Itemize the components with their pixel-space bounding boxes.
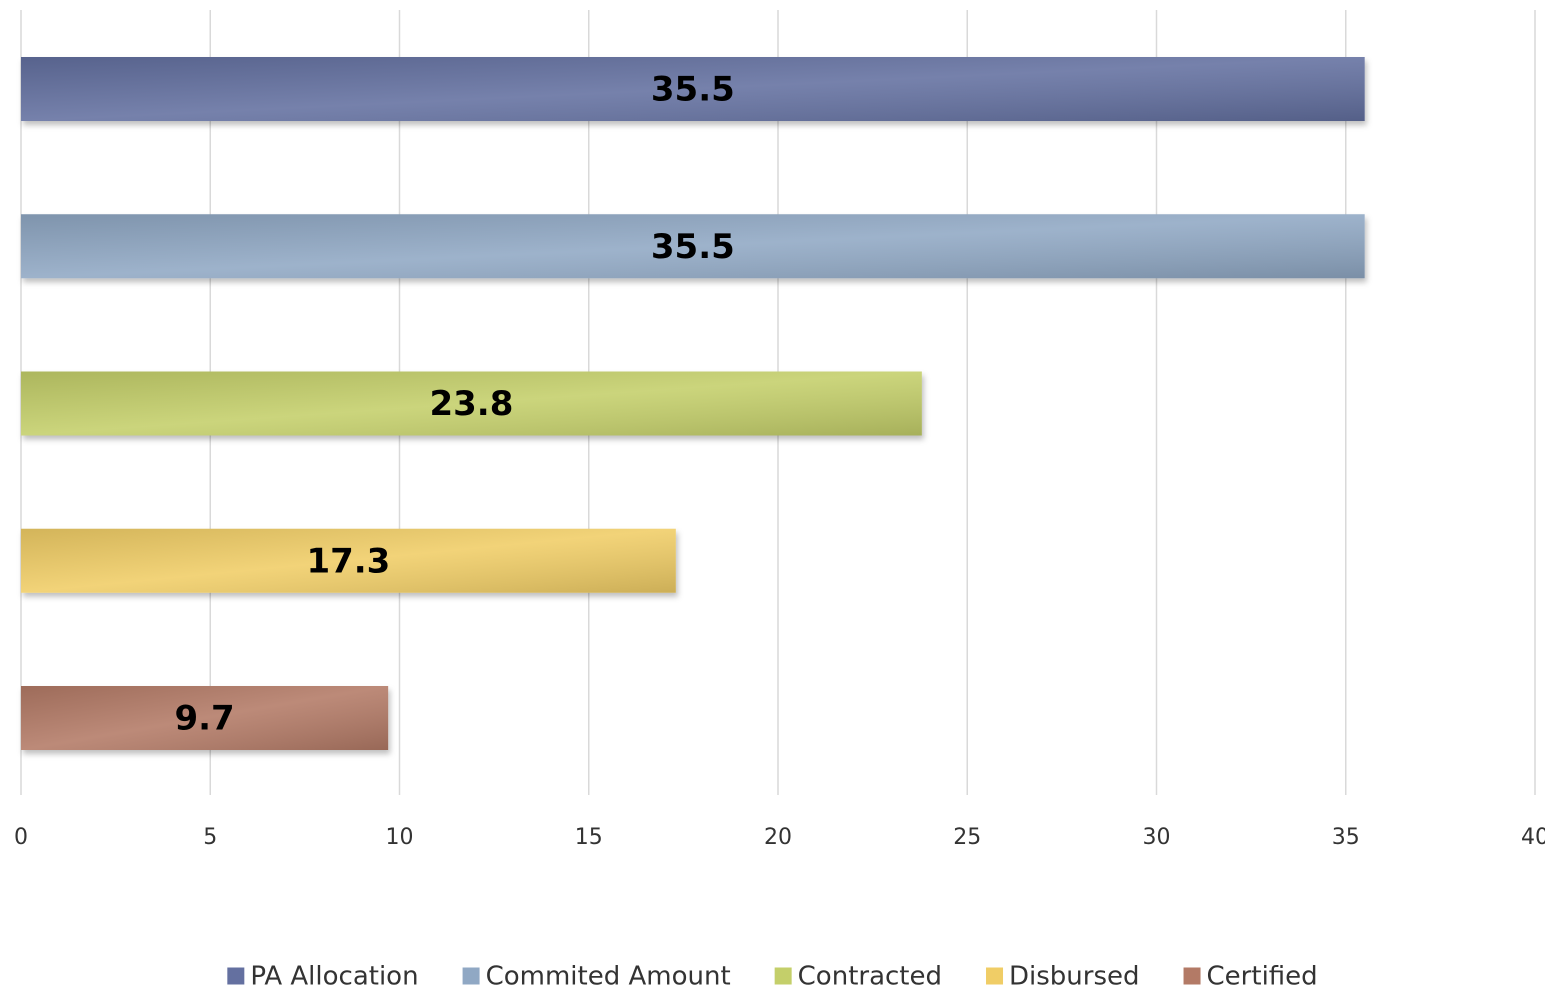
bar-sheen [21, 371, 922, 436]
data-label: 17.3 [306, 541, 390, 581]
bar-sheen [21, 57, 1365, 121]
bar-sheen [21, 214, 1365, 279]
legend-label: Commited Amount [486, 962, 731, 992]
legend-swatch [1183, 967, 1201, 985]
data-label: 35.5 [651, 70, 735, 110]
legend-label: PA Allocation [250, 962, 418, 992]
x-tick-label: 35 [1332, 825, 1360, 850]
data-label: 35.5 [651, 227, 735, 267]
legend-label: Disbursed [1009, 962, 1140, 992]
bar-sheen [21, 686, 389, 750]
x-tick-label: 30 [1143, 825, 1171, 850]
legend-swatch [774, 967, 792, 985]
bar-group [21, 528, 676, 593]
x-tick-label: 5 [203, 825, 217, 850]
legend-item: Contracted [774, 962, 942, 992]
legend-swatch [986, 967, 1004, 985]
x-tick-label: 0 [14, 825, 28, 850]
legend-label: Certified [1207, 962, 1318, 992]
legend-label: Contracted [798, 962, 942, 992]
legend: PA Allocation Commited Amount Contracted Di… [227, 962, 1318, 992]
bar-group [21, 214, 1365, 279]
data-label: 23.8 [429, 384, 513, 424]
legend-item: Disbursed [986, 962, 1140, 992]
bar-group [21, 371, 922, 436]
data-label: 9.7 [174, 699, 234, 739]
labels: 35.5 35.5 23.8 17.3 9.7 [174, 70, 734, 739]
bar-group [21, 57, 1365, 121]
bars [21, 57, 1365, 750]
x-tick-label: 40 [1521, 825, 1545, 850]
bar-group [21, 686, 389, 750]
legend-swatch [462, 967, 480, 985]
x-tick-label: 20 [764, 825, 792, 850]
legend-item: Commited Amount [462, 962, 731, 992]
bar-sheen [21, 528, 676, 593]
x-tick-label: 15 [575, 825, 603, 850]
x-tick-label: 25 [953, 825, 981, 850]
legend-swatch [227, 967, 245, 985]
legend-item: Certified [1183, 962, 1318, 992]
x-tick-label: 10 [386, 825, 414, 850]
legend-item: PA Allocation [227, 962, 419, 992]
